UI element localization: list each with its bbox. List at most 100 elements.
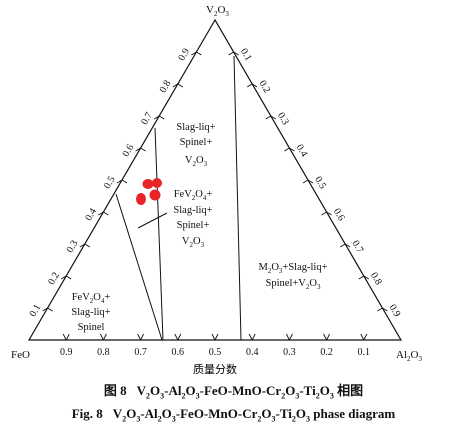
data-point-marker: [142, 179, 154, 189]
left-edge-tick-mark: [191, 51, 197, 56]
boundary-right-region: [233, 55, 242, 341]
phase-boundaries: [115, 55, 242, 341]
right-edge-tick-mark: [326, 211, 332, 216]
bottom-edge-tick-mark: [285, 333, 290, 341]
left-edge-tick-mark: [65, 275, 72, 280]
bottom-edge-tick-mark: [360, 333, 365, 341]
right-edge-tick-label: 0.6: [331, 207, 347, 223]
region-middle-line1: FeV2O4+: [174, 189, 213, 202]
region-lower-left-line1: FeV2O4+: [72, 292, 111, 305]
region-right-line1: M2O3+Slag-liq+: [258, 262, 327, 275]
right-edge-tick-mark: [358, 275, 365, 280]
right-edge-tick-label: 0.3: [275, 111, 291, 127]
vertex-label-right: Al2O3: [396, 349, 422, 363]
right-edge-tick-mark: [270, 115, 277, 120]
data-point-marker: [136, 193, 146, 205]
boundary-left-region: [115, 193, 163, 341]
vertex-label-left: FeO: [11, 349, 30, 361]
bottom-edge-tick-label: 0.5: [209, 347, 222, 358]
left-edge-tick-mark: [84, 243, 91, 248]
bottom-edge-ticks: 0.9 0.8 0.7 0.6 0.5 0.4 0.3 0.2 0.1: [60, 333, 370, 358]
right-edge-tick-mark: [363, 275, 370, 280]
left-edge-tick-mark: [116, 179, 123, 184]
bottom-edge-tick-mark: [99, 333, 104, 341]
left-edge-tick-mark: [140, 147, 146, 152]
left-edge-tick-mark: [172, 83, 179, 88]
left-edge-tick-label: 0.5: [102, 175, 118, 191]
region-upper-line3: V2O3: [185, 155, 208, 168]
left-edge-tick-mark: [47, 307, 53, 312]
left-edge-tick-mark: [153, 115, 160, 120]
right-edge-tick-mark: [302, 179, 309, 184]
right-edge-tick-mark: [228, 51, 234, 56]
right-edge-tick-label: 0.5: [312, 175, 328, 191]
caption-cn-formula: V2O3-Al2O3-FeO-MnO-Cr2O3-Ti2O3: [136, 383, 334, 401]
bottom-edge-tick-mark: [174, 333, 179, 341]
bottom-edge-tick-label: 0.4: [246, 347, 259, 358]
figure-caption-chinese: 图 8 V2O3-Al2O3-FeO-MnO-Cr2O3-Ti2O3 相图: [0, 380, 467, 401]
right-edge-tick-label: 0.9: [387, 303, 403, 319]
bottom-edge-tick-label: 0.3: [283, 347, 296, 358]
region-upper-line1: Slag-liq+: [176, 122, 215, 133]
caption-cn-suffix: 相图: [337, 383, 364, 398]
left-edge-tick-label: 0.3: [65, 239, 81, 255]
data-point-marker: [149, 189, 161, 201]
left-edge-tick-label: 0.6: [121, 143, 137, 159]
left-edge-tick-mark: [121, 179, 128, 184]
right-edge-tick-mark: [251, 83, 258, 88]
region-middle-line4: V2O3: [182, 236, 205, 249]
bottom-edge-tick-label: 0.2: [320, 347, 333, 358]
left-edge-tick-mark: [177, 83, 184, 88]
bottom-edge-tick-mark: [326, 333, 331, 341]
bottom-edge-tick-mark: [65, 333, 70, 341]
bottom-edge-tick-mark: [214, 333, 219, 341]
boundary-upper-vertical: [154, 127, 164, 341]
bottom-edge-tick-mark: [102, 333, 107, 341]
figure-caption-english: Fig. 8 V2O3-Al2O3-FeO-MnO-Cr2O3-Ti2O3 pha…: [0, 406, 467, 424]
right-edge-tick-label: 0.4: [294, 143, 310, 159]
region-upper-line2: Spinel+: [180, 137, 213, 148]
right-edge-tick-mark: [233, 51, 239, 56]
right-edge-tick-label: 0.7: [349, 239, 365, 255]
left-edge-ticks: 0.10.20.30.40.50.60.70.80.9: [28, 47, 202, 319]
region-right-line2: Spinel+V2O3: [266, 278, 321, 291]
left-edge-tick-label: 0.4: [83, 207, 99, 223]
bottom-edge-tick-label: 0.9: [60, 347, 73, 358]
region-lower-left-line3: Spinel: [78, 322, 105, 333]
region-label-upper: Slag-liq+ Spinel+ V2O3: [176, 122, 215, 168]
right-edge-tick-label: 0.1: [238, 47, 254, 63]
vertex-label-top: V2O3: [206, 4, 229, 18]
left-edge-tick-mark: [42, 307, 48, 312]
label-leader-line: [137, 212, 168, 229]
left-edge-tick-mark: [135, 147, 141, 152]
bottom-edge-tick-mark: [140, 333, 145, 341]
right-edge-tick-mark: [246, 83, 253, 88]
bottom-edge-tick-mark: [251, 333, 256, 341]
left-edge-tick-mark: [103, 211, 109, 216]
left-edge-tick-label: 0.1: [28, 303, 44, 319]
region-label-middle: FeV2O4+ Slag-liq+ Spinel+ V2O3: [173, 189, 212, 249]
right-edge-tick-mark: [265, 115, 272, 120]
caption-en-formula: V2O3-Al2O3-FeO-MnO-Cr2O3-Ti2O3: [112, 406, 311, 424]
data-point-marker: [152, 178, 162, 188]
left-edge-tick-label: 0.8: [158, 79, 174, 95]
region-middle-line2: Slag-liq+: [173, 205, 212, 216]
bottom-edge-tick-label: 0.6: [172, 347, 185, 358]
data-markers: [136, 178, 162, 205]
left-edge-tick-mark: [158, 115, 165, 120]
right-edge-tick-mark: [284, 147, 290, 152]
left-edge-tick-mark: [196, 51, 202, 56]
ternary-phase-diagram: 0.10.20.30.40.50.60.70.80.9 0.10.20.30.4…: [11, 4, 422, 376]
bottom-edge-tick-mark: [363, 333, 368, 341]
bottom-edge-tick-label: 0.7: [134, 347, 147, 358]
right-edge-tick-mark: [289, 147, 295, 152]
caption-en-suffix: phase diagram: [313, 406, 396, 421]
left-edge-tick-mark: [60, 275, 67, 280]
right-edge-tick-label: 0.8: [368, 271, 384, 287]
bottom-edge-tick-mark: [62, 333, 67, 341]
bottom-edge-tick-mark: [137, 333, 142, 341]
bottom-edge-tick-mark: [288, 333, 293, 341]
left-edge-tick-mark: [98, 211, 104, 216]
region-label-right: M2O3+Slag-liq+ Spinel+V2O3: [258, 262, 327, 291]
region-label-lower-left: FeV2O4+ Slag-liq+ Spinel: [71, 292, 110, 333]
